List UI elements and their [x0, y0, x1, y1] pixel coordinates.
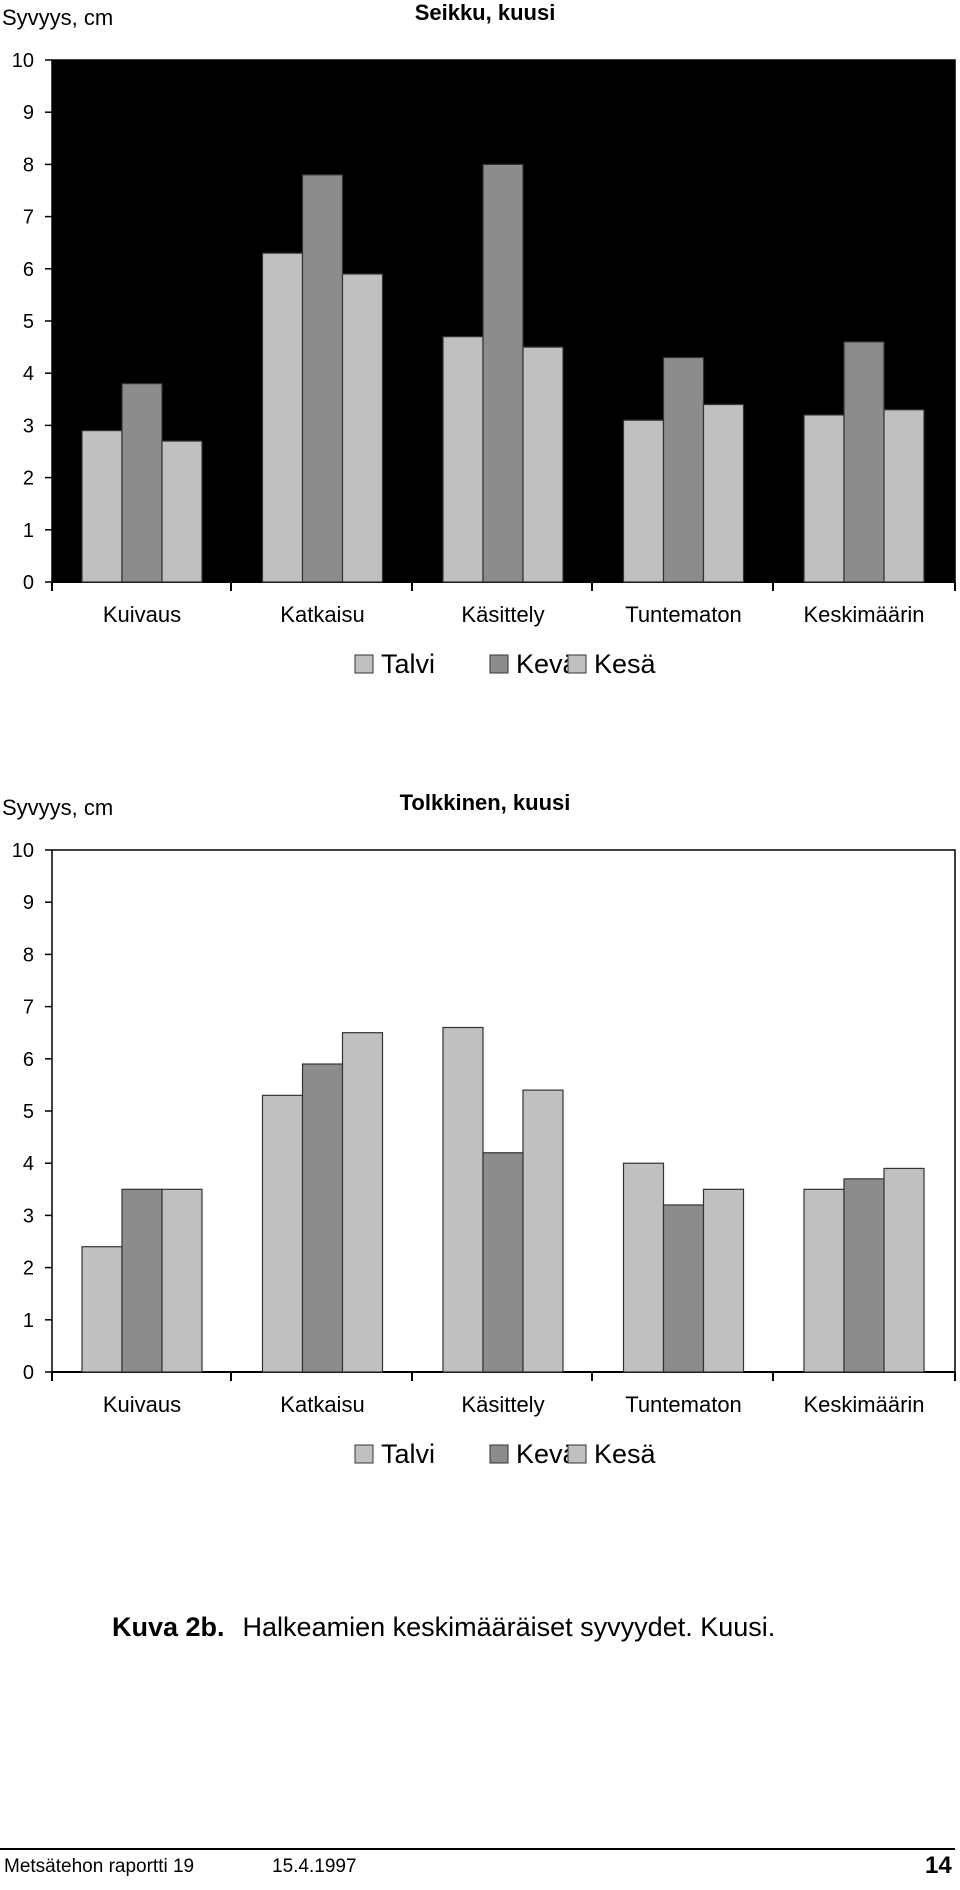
bar-talvi-1 [261, 252, 304, 583]
x-category-label: Käsittely [461, 602, 544, 627]
bar-kes-3 [702, 1188, 745, 1373]
y-tick-label: 1 [23, 1310, 34, 1332]
y-tick-label: 8 [23, 944, 34, 966]
y-tick-label: 9 [23, 892, 34, 914]
bar-kevt-3 [662, 1204, 705, 1373]
figure-caption: Kuva 2b. Halkeamien keskimääräiset syvyyd… [112, 1612, 775, 1643]
bar-talvi-0 [81, 430, 123, 583]
bar-talvi-3 [622, 1162, 665, 1373]
footer-date: 15.4.1997 [272, 1856, 357, 1877]
caption-text: Halkeamien keskimääräiset syvyydet. Kuus… [242, 1612, 776, 1642]
bar-talvi-4 [803, 1188, 845, 1373]
y-tick-label: 5 [23, 311, 34, 333]
bar-kevt-2 [482, 1152, 524, 1373]
chart-title: Seikku, kuusi [415, 0, 556, 25]
bar-kevt-1 [301, 174, 344, 583]
x-category-label: Keskimäärin [803, 602, 924, 627]
y-tick-label: 9 [23, 102, 34, 124]
bar-kes-0 [161, 440, 203, 583]
y-tick-label: 2 [23, 468, 34, 490]
bar-talvi-2 [442, 336, 484, 583]
y-tick-label: 1 [23, 520, 34, 542]
bar-talvi-3 [622, 419, 665, 583]
bar-kes-4 [883, 1167, 925, 1373]
y-tick-label: 7 [23, 207, 34, 229]
footer-report: Metsätehon raportti 19 [4, 1856, 195, 1877]
bar-kevt-4 [843, 341, 885, 583]
bar-kevt-1 [301, 1063, 344, 1373]
y-tick-label: 0 [23, 1362, 34, 1384]
caption-label: Kuva 2b. [112, 1612, 225, 1642]
bar-kes-4 [883, 409, 925, 583]
bar-kes-0 [161, 1188, 203, 1373]
y-tick-label: 3 [23, 415, 34, 437]
legend-label: Kesä [594, 1439, 657, 1469]
legend-swatch [489, 654, 509, 674]
legend-swatch [567, 654, 587, 674]
y-tick-label: 10 [12, 840, 34, 862]
x-category-label: Katkaisu [280, 602, 364, 627]
bar-kevt-4 [843, 1178, 885, 1373]
y-tick-label: 7 [23, 997, 34, 1019]
legend-label: Talvi [381, 649, 435, 679]
y-tick-label: 4 [23, 1153, 34, 1175]
y-tick-label: 6 [23, 1049, 34, 1071]
legend-label: Talvi [381, 1439, 435, 1469]
page-number: 14 [925, 1852, 952, 1879]
bar-talvi-4 [803, 414, 845, 583]
x-category-label: Tuntematon [625, 602, 742, 627]
bar-kes-2 [522, 1089, 564, 1373]
y-tick-label: 3 [23, 1205, 34, 1227]
y-tick-label: 10 [12, 50, 34, 72]
x-category-label: Katkaisu [280, 1392, 364, 1417]
chart-seikku-kuusi: Syvyys, cm Seikku, kuusi 0 1 2 3 4 5 6 7 8 9 10 Kuiva… [2, 0, 956, 679]
legend-swatch [354, 654, 374, 674]
legend-swatch [354, 1444, 374, 1464]
bar-kevt-0 [121, 383, 163, 583]
y-tick-label: 4 [23, 363, 34, 385]
bar-kes-2 [522, 346, 564, 583]
y-axis-label: Syvyys, cm [2, 5, 113, 30]
bar-talvi-0 [81, 1246, 123, 1373]
x-category-label: Kuivaus [103, 1392, 181, 1417]
bar-kevt-2 [482, 163, 524, 583]
bar-kevt-3 [662, 356, 705, 583]
legend-label: Kesä [594, 649, 657, 679]
legend-swatch [489, 1444, 509, 1464]
x-category-label: Tuntematon [625, 1392, 742, 1417]
legend-swatch [567, 1444, 587, 1464]
footer-divider [0, 1848, 955, 1850]
bar-kes-3 [702, 403, 745, 583]
bar-talvi-1 [261, 1094, 304, 1373]
y-tick-label: 2 [23, 1258, 34, 1280]
x-category-label: Keskimäärin [803, 1392, 924, 1417]
chart-title: Tolkkinen, kuusi [400, 790, 571, 815]
y-tick-label: 6 [23, 259, 34, 281]
bar-talvi-2 [442, 1026, 484, 1373]
chart-tolkkinen-kuusi: Syvyys, cm Tolkkinen, kuusi 0 1 2 3 4 5 6 7 8 9 10 Ku… [2, 790, 956, 1469]
bar-kes-1 [341, 273, 384, 583]
bar-kes-1 [341, 1032, 384, 1373]
bar-kevt-0 [121, 1188, 163, 1373]
x-category-label: Käsittely [461, 1392, 544, 1417]
x-category-label: Kuivaus [103, 602, 181, 627]
y-tick-label: 0 [23, 572, 34, 594]
y-axis-label: Syvyys, cm [2, 795, 113, 820]
y-tick-label: 8 [23, 154, 34, 176]
y-tick-label: 5 [23, 1101, 34, 1123]
